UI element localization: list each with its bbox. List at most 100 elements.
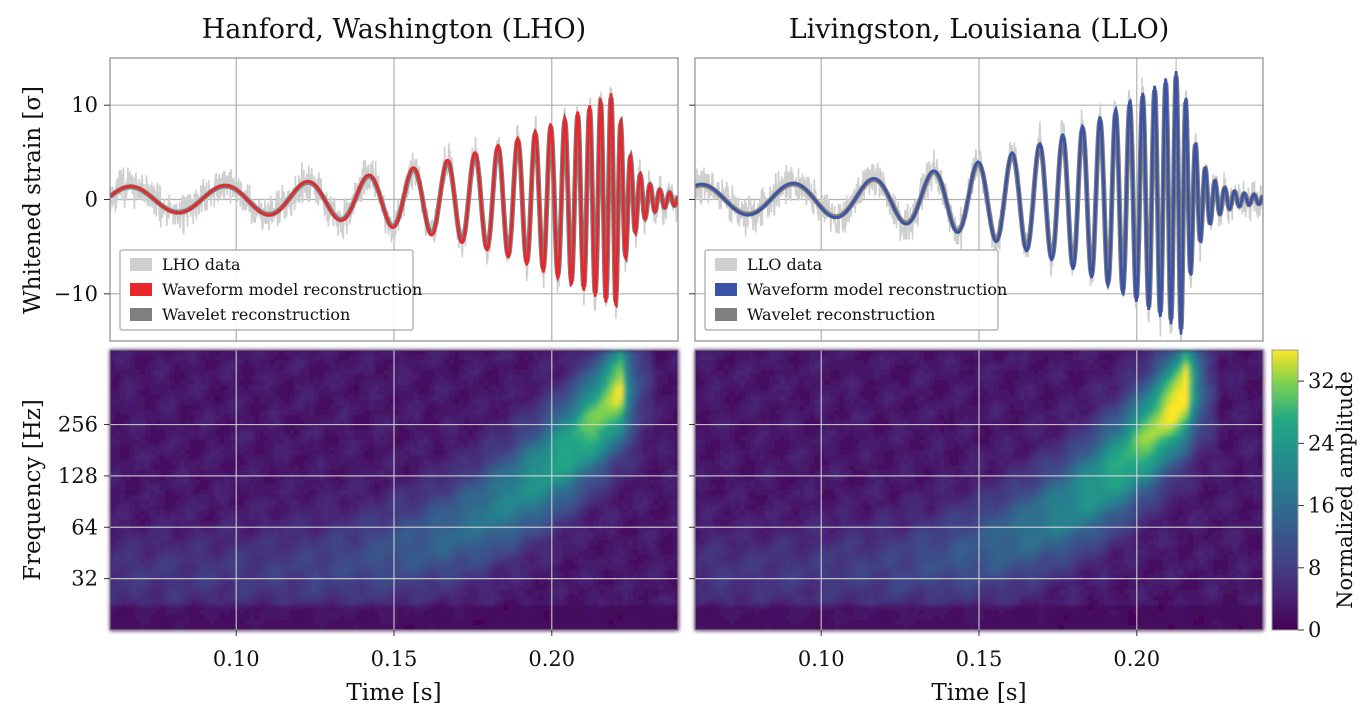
spectrogram-cell xyxy=(538,430,545,436)
spectrogram-cell xyxy=(119,360,126,366)
spectrogram-cell xyxy=(503,465,510,471)
spectrogram-cell xyxy=(259,425,266,431)
spectrogram-cell xyxy=(513,470,520,476)
spectrogram-cell xyxy=(603,415,609,421)
spectrogram-cell xyxy=(219,445,226,451)
spectrogram-cell xyxy=(658,510,664,516)
spectrogram-cell xyxy=(234,395,241,401)
spectrogram-cell xyxy=(623,505,629,511)
spectrogram-cell xyxy=(139,390,146,396)
spectrogram-cell xyxy=(214,400,221,406)
spectrogram-cell xyxy=(608,435,614,441)
spectrogram-cell xyxy=(289,445,295,451)
spectrogram-cell xyxy=(458,385,465,391)
spectrogram-cell xyxy=(364,460,370,466)
spectrogram-cell xyxy=(384,365,390,371)
spectrogram-cell xyxy=(498,350,505,356)
spectrogram-cell xyxy=(453,520,460,526)
spectrogram-cell xyxy=(179,550,186,556)
spectrogram-cell xyxy=(413,445,420,451)
spectrogram-cell xyxy=(154,395,161,401)
spectrogram-cell xyxy=(653,390,659,396)
spectrogram-cell xyxy=(398,435,405,441)
spectrogram-cell xyxy=(648,405,654,411)
spectrogram-cell xyxy=(154,455,161,461)
spectrogram-cell xyxy=(583,505,589,511)
spectrogram-cell xyxy=(114,515,121,521)
spectrogram-cell xyxy=(114,430,121,436)
spectrogram-cell xyxy=(334,420,340,426)
spectrogram-cell xyxy=(204,355,211,361)
spectrogram-cell xyxy=(394,450,400,456)
spectrogram-cell xyxy=(398,415,405,421)
spectrogram-cell xyxy=(558,515,564,521)
spectrogram-cell xyxy=(239,565,246,571)
spectrogram-cell xyxy=(354,470,360,476)
spectrogram-cell xyxy=(438,370,445,376)
spectrogram-cell xyxy=(349,515,355,521)
spectrogram-cell xyxy=(199,520,206,526)
spectrogram-cell xyxy=(274,455,280,461)
spectrogram-cell xyxy=(663,505,669,511)
spectrogram-cell xyxy=(314,485,320,491)
spectrogram-cell xyxy=(398,375,405,381)
spectrogram-cell xyxy=(428,370,435,376)
spectrogram-cell xyxy=(428,485,435,491)
spectrogram-cell xyxy=(199,395,206,401)
spectrogram-cell xyxy=(603,450,609,456)
spectrogram-cell xyxy=(453,350,460,356)
spectrogram-cell xyxy=(633,440,639,446)
spectrogram-cell xyxy=(543,470,550,476)
spectrogram-cell xyxy=(179,405,186,411)
spectrogram-cell xyxy=(259,395,266,401)
spectrogram-cell xyxy=(354,475,360,481)
spectrogram-cell xyxy=(384,355,390,361)
spectrogram-cell xyxy=(179,450,186,456)
spectrogram-cell xyxy=(483,545,490,551)
spectrogram-cell xyxy=(478,510,485,516)
spectrogram-cell xyxy=(498,420,505,426)
spectrogram-cell xyxy=(463,410,470,416)
spectrogram-cell xyxy=(458,545,465,551)
spectrogram-cell xyxy=(214,440,221,446)
spectrogram-cell xyxy=(249,425,256,431)
spectrogram-cell xyxy=(369,410,375,416)
spectrogram-cell xyxy=(110,395,116,401)
spectrogram-cell xyxy=(384,385,390,391)
spectrogram-cell xyxy=(628,415,634,421)
spectrogram-cell xyxy=(199,355,206,361)
spectrogram-cell xyxy=(608,370,614,376)
spectrogram-cell xyxy=(423,510,430,516)
spectrogram-cell xyxy=(149,370,156,376)
spectrogram-cell xyxy=(538,545,545,551)
spectrogram-cell xyxy=(523,450,530,456)
spectrogram-cell xyxy=(503,550,510,556)
spectrogram-cell xyxy=(493,485,500,491)
spectrogram-cell xyxy=(374,420,380,426)
spectrogram-cell xyxy=(139,370,146,376)
spectrogram-cell xyxy=(648,530,654,536)
spectrogram-cell xyxy=(114,385,121,391)
spectrogram-cell xyxy=(329,475,335,481)
spectrogram-cell xyxy=(603,385,609,391)
spectrogram-cell xyxy=(638,470,644,476)
spectrogram-cell xyxy=(603,365,609,371)
spectrogram-cell xyxy=(418,420,425,426)
spectrogram-cell xyxy=(144,405,151,411)
spectrogram-cell xyxy=(473,440,480,446)
spectrogram-cell xyxy=(389,560,395,566)
spectrogram-cell xyxy=(543,535,550,541)
spectrogram-cell xyxy=(259,430,266,436)
spectrogram-cell xyxy=(403,395,410,401)
spectrogram-cell xyxy=(149,540,156,546)
spectrogram-cell xyxy=(483,435,490,441)
spectrogram-cell xyxy=(463,350,470,356)
spectrogram-cell xyxy=(304,520,310,526)
spectrogram-cell xyxy=(209,455,216,461)
spectrogram-cell xyxy=(618,395,624,401)
spectrogram-cell xyxy=(563,475,569,481)
spectrogram-cell xyxy=(418,445,425,451)
spectrogram-cell xyxy=(309,485,315,491)
spectrogram-cell xyxy=(249,385,256,391)
spectrogram-cell xyxy=(284,400,290,406)
